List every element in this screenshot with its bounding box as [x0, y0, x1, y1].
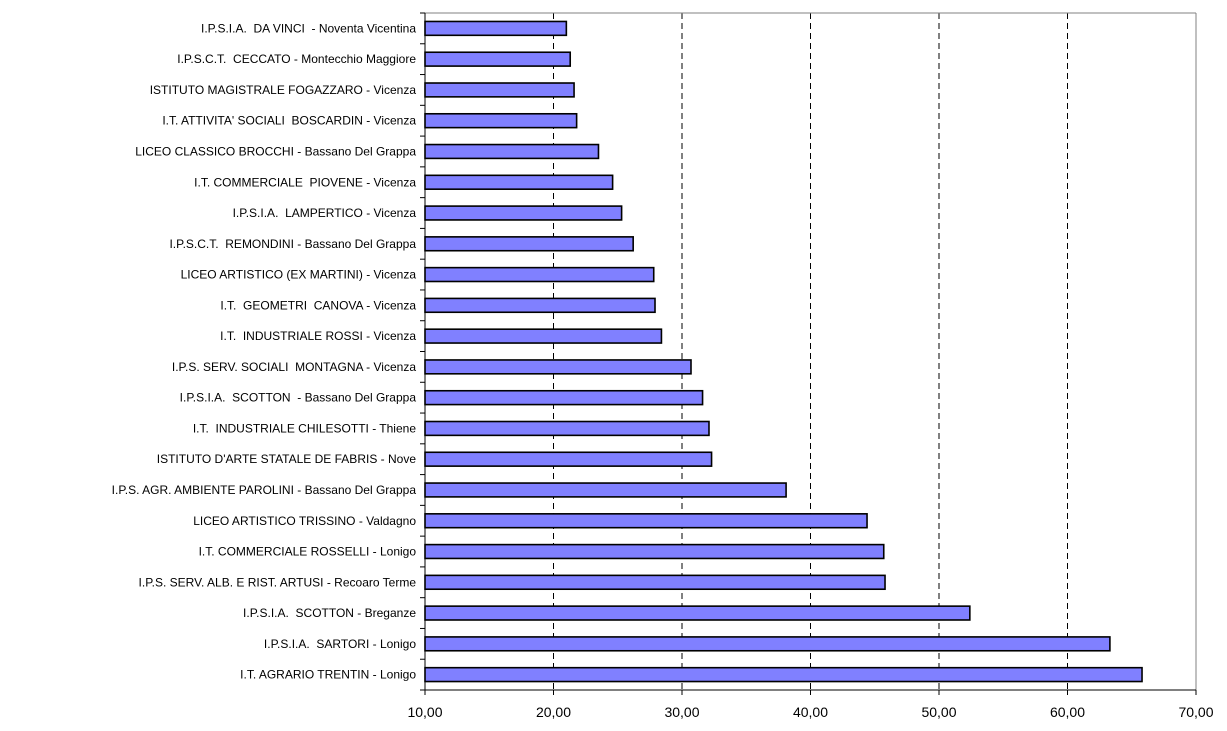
tick-labels: 10,00 20,00 30,00 40,00 50,00 60,00 70,00 — [407, 704, 1213, 720]
bar — [424, 543, 885, 560]
bar — [424, 20, 568, 37]
category-label: I.P.S.I.A. LAMPERTICO - Vicenza — [233, 206, 417, 220]
bar — [424, 420, 710, 437]
x-tick-label: 10,00 — [407, 704, 442, 720]
bars — [424, 20, 1143, 683]
category-label: I.P.S.I.A. SARTORI - Lonigo — [264, 637, 416, 651]
x-tick-label: 40,00 — [793, 704, 828, 720]
bar — [424, 297, 656, 314]
bar — [424, 359, 692, 375]
category-label: I.P.S. SERV. SOCIALI MONTAGNA - Vicenza — [172, 360, 416, 374]
bar — [424, 389, 704, 406]
bar — [424, 636, 1111, 652]
bar — [424, 51, 572, 67]
bar — [424, 82, 575, 98]
bar — [424, 574, 886, 591]
category-label: I.T. INDUSTRIALE ROSSI - Vicenza — [220, 329, 416, 343]
category-label: I.T. INDUSTRIALE CHILESOTTI - Thiene — [193, 421, 416, 435]
bar — [424, 451, 713, 467]
category-label: I.P.S.C.T. CECCATO - Montecchio Maggiore — [177, 52, 416, 66]
x-tick-label: 30,00 — [664, 704, 699, 720]
x-tick-label: 60,00 — [1050, 704, 1085, 720]
x-tick-label: 20,00 — [536, 704, 571, 720]
bar — [424, 605, 971, 621]
bar — [424, 266, 655, 283]
category-label: I.T. COMMERCIALE PIOVENE - Vicenza — [194, 175, 416, 189]
bar — [424, 205, 623, 221]
bar — [424, 666, 1143, 683]
category-label: ISTITUTO MAGISTRALE FOGAZZARO - Vicenza — [150, 83, 417, 97]
category-label: I.P.S.C.T. REMONDINI - Bassano Del Grapp… — [169, 237, 416, 251]
bar — [424, 112, 578, 129]
category-label: LICEO CLASSICO BROCCHI - Bassano Del Gra… — [135, 144, 416, 158]
axes — [420, 12, 1197, 695]
category-label: I.P.S.I.A. SCOTTON - Breganze — [243, 606, 416, 620]
category-label: I.P.S.I.A. SCOTTON - Bassano Del Grappa — [180, 391, 417, 405]
category-label: LICEO ARTISTICO TRISSINO - Valdagno — [193, 514, 416, 528]
bar — [424, 482, 787, 498]
x-tick-label: 50,00 — [921, 704, 956, 720]
category-label: I.T. COMMERCIALE ROSSELLI - Lonigo — [199, 545, 417, 559]
category-label: I.T. AGRARIO TRENTIN - Lonigo — [240, 668, 416, 682]
category-label: I.P.S. AGR. AMBIENTE PAROLINI - Bassano … — [112, 483, 417, 497]
x-tick-label: 70,00 — [1178, 704, 1213, 720]
category-label: I.T. ATTIVITA' SOCIALI BOSCARDIN - Vicen… — [162, 114, 416, 128]
category-label: I.P.S. SERV. ALB. E RIST. ARTUSI - Recoa… — [139, 575, 417, 589]
bar — [424, 513, 868, 529]
category-label: I.P.S.I.A. DA VINCI - Noventa Vicentina — [201, 21, 416, 35]
bar — [424, 236, 634, 252]
bar — [424, 174, 614, 190]
bar — [424, 143, 600, 160]
bar — [424, 328, 663, 344]
category-labels: I.P.S.I.A. DA VINCI - Noventa Vicentina I… — [112, 21, 417, 681]
category-label: LICEO ARTISTICO (EX MARTINI) - Vicenza — [181, 268, 417, 282]
category-label: I.T. GEOMETRI CANOVA - Vicenza — [220, 298, 416, 312]
category-label: ISTITUTO D'ARTE STATALE DE FABRIS - Nove — [157, 452, 417, 466]
